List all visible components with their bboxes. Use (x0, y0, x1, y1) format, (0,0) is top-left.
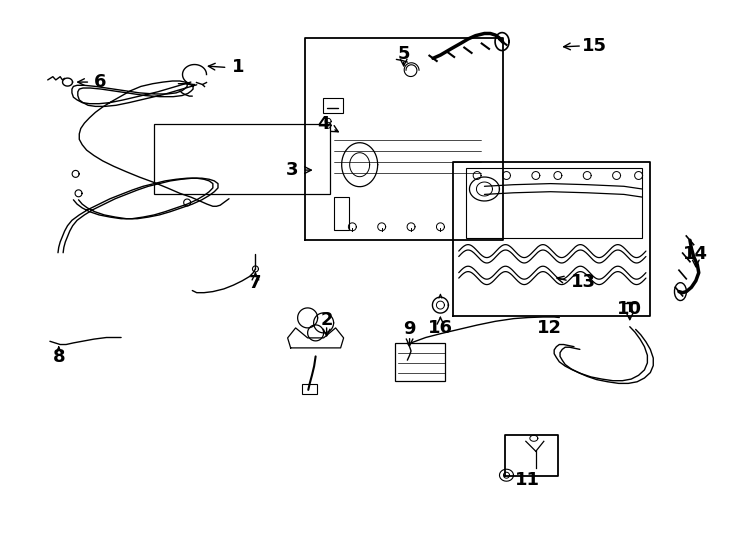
Text: 1: 1 (232, 58, 245, 77)
Text: 4: 4 (316, 115, 330, 133)
Text: 5: 5 (397, 45, 410, 63)
Bar (466, 168, 642, 238)
Text: 13: 13 (571, 273, 596, 292)
Text: 8: 8 (52, 348, 65, 367)
Bar (395, 343, 445, 381)
Text: 6: 6 (94, 73, 107, 91)
Bar (154, 124, 330, 194)
Bar (323, 98, 343, 113)
Bar (302, 384, 317, 394)
Text: 15: 15 (582, 37, 607, 55)
Bar (334, 197, 349, 230)
Text: 2: 2 (320, 310, 333, 329)
Text: 7: 7 (249, 274, 262, 293)
Text: 9: 9 (403, 320, 416, 339)
Text: 10: 10 (617, 300, 642, 318)
Text: 11: 11 (515, 470, 539, 489)
Text: 3: 3 (286, 161, 299, 179)
Text: 14: 14 (683, 245, 708, 263)
Text: 16: 16 (428, 319, 453, 337)
Text: 12: 12 (537, 319, 562, 337)
